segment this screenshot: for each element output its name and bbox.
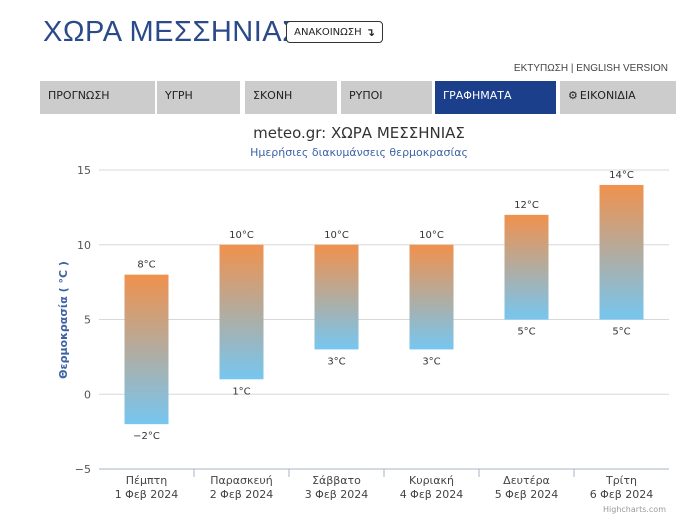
temperature-bar[interactable] <box>599 184 644 320</box>
y-axis-label: Θερμοκρασία ( °C ) <box>57 261 70 379</box>
tab-label: ΡΥΠΟΙ <box>349 89 383 102</box>
chart-title: meteo.gr: ΧΩΡΑ ΜΕΣΣΗΝΙΑΣ <box>253 124 465 142</box>
temperature-bar[interactable] <box>314 244 359 350</box>
x-tick-date: 1 Φεβ 2024 <box>115 488 179 501</box>
y-tick-label: −5 <box>75 463 91 476</box>
high-temp-label: 10°C <box>229 230 254 241</box>
x-tick-day: Δευτέρα <box>503 474 550 487</box>
y-tick-label: 15 <box>77 164 91 177</box>
high-temp-label: 10°C <box>419 230 444 241</box>
y-axis: −5 0 5 10 15 <box>75 164 91 476</box>
low-temp-label: 3°C <box>327 356 345 367</box>
tab-forecast[interactable]: ΠΡΟΓΝΩΣΗ <box>40 81 155 114</box>
low-temp-label: 3°C <box>422 356 440 367</box>
data-labels: 8°C −2°C 10°C 1°C 10°C 3°C 10°C 3°C 12°C 5°C 14°C 5… <box>133 170 634 442</box>
temperature-bar[interactable] <box>124 274 169 425</box>
arrow-down-icon: ↴ <box>365 25 375 39</box>
tab-dust[interactable]: ΣΚΟΝΗ <box>245 81 337 114</box>
x-tick-day: Πέμπτη <box>126 474 167 487</box>
tab-pollutants[interactable]: ΡΥΠΟΙ <box>341 81 432 114</box>
x-tick-date: 3 Φεβ 2024 <box>305 488 369 501</box>
x-tick-day: Κυριακή <box>409 474 454 487</box>
high-temp-label: 14°C <box>609 170 634 181</box>
tab-label: ΠΡΟΓΝΩΣΗ <box>48 89 110 102</box>
announcement-button[interactable]: ΑΝΑΚΟΙΝΩΣΗ ↴ <box>286 21 383 43</box>
low-temp-label: −2°C <box>133 431 160 442</box>
x-tick-date: 4 Φεβ 2024 <box>400 488 464 501</box>
x-tick-date: 5 Φεβ 2024 <box>495 488 559 501</box>
english-version-link[interactable]: ENGLISH VERSION <box>576 63 668 74</box>
grid <box>99 169 669 470</box>
tab-icons[interactable]: ⚙ ΕΙΚΟΝΙΔΙΑ <box>560 81 676 114</box>
x-tick-day: Παρασκευή <box>210 474 273 487</box>
x-tick-day: Σάββατο <box>312 474 361 487</box>
low-temp-label: 1°C <box>232 386 250 397</box>
x-tick-date: 2 Φεβ 2024 <box>210 488 274 501</box>
tab-label: ΓΡΑΦΗΜΑΤΑ <box>443 89 512 102</box>
y-tick-label: 10 <box>77 239 91 252</box>
high-temp-label: 8°C <box>137 260 155 271</box>
top-links: ΕΚΤΥΠΩΣΗ | ENGLISH VERSION <box>514 63 668 74</box>
announcement-label: ΑΝΑΚΟΙΝΩΣΗ <box>294 26 362 38</box>
high-temp-label: 10°C <box>324 230 349 241</box>
high-temp-label: 12°C <box>514 200 539 211</box>
gear-icon: ⚙ <box>568 89 578 102</box>
x-tick-date: 6 Φεβ 2024 <box>590 488 654 501</box>
tab-humidity[interactable]: ΥΓΡΗ <box>157 81 240 114</box>
chart-subtitle: Ημερήσιες διακυμάνσεις θερμοκρασίας <box>250 146 468 159</box>
temperature-bar[interactable] <box>219 244 264 380</box>
y-tick-label: 5 <box>84 314 91 327</box>
x-tick-day: Τρίτη <box>605 474 637 487</box>
chart-credit[interactable]: Highcharts.com <box>603 505 666 514</box>
link-separator: | <box>568 63 577 74</box>
tab-label: ΕΙΚΟΝΙΔΙΑ <box>579 89 636 102</box>
y-tick-label: 0 <box>84 388 91 401</box>
bars <box>124 184 644 425</box>
tab-label: ΣΚΟΝΗ <box>253 89 293 102</box>
low-temp-label: 5°C <box>612 327 630 338</box>
page-title: ΧΩΡΑ ΜΕΣΣΗΝΙΑΣ <box>43 16 301 48</box>
tab-label: ΥΓΡΗ <box>165 89 193 102</box>
print-link[interactable]: ΕΚΤΥΠΩΣΗ <box>513 63 569 74</box>
temperature-bar[interactable] <box>504 214 549 320</box>
tab-charts[interactable]: ΓΡΑΦΗΜΑΤΑ <box>435 81 556 114</box>
low-temp-label: 5°C <box>517 327 535 338</box>
temperature-bar[interactable] <box>409 244 454 350</box>
